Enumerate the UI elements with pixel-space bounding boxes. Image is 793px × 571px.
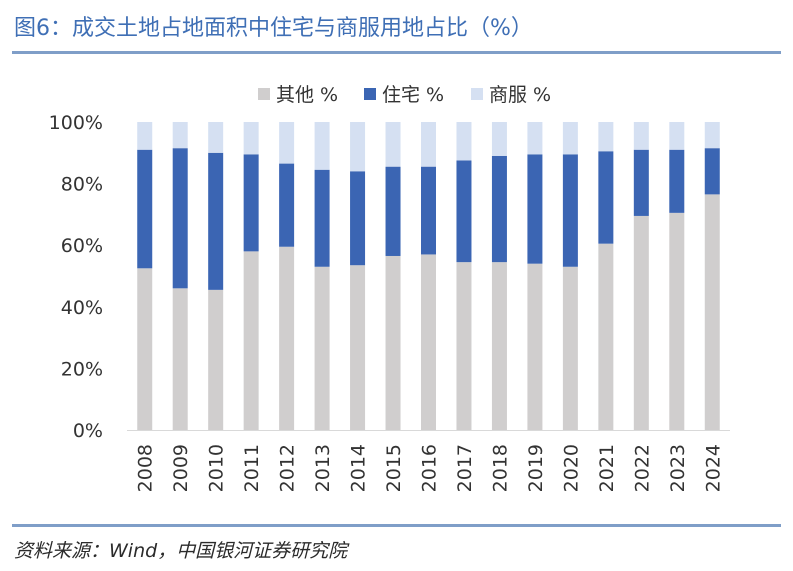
legend-label: 商服 % <box>489 84 551 106</box>
bar-segment-commercial <box>243 122 259 155</box>
y-tick-label: 20% <box>61 358 103 380</box>
x-axis: 2008 2009 2010 2011 2012 2013 2014 2015 2016 2017… <box>127 430 730 492</box>
x-tick-label: 2023 <box>667 444 689 492</box>
bar-segment-commercial <box>385 122 401 167</box>
legend-item: 其他 % <box>258 84 338 106</box>
legend: 其他 % 住宅 % 商服 % <box>258 84 551 106</box>
bar-segment-commercial <box>527 122 543 155</box>
bar-segment-residential <box>456 160 472 263</box>
y-tick-label: 0% <box>73 420 103 442</box>
bar-segment-commercial <box>633 122 649 150</box>
bar-segment-other <box>456 262 472 430</box>
bar-segment-commercial <box>172 122 188 149</box>
bar-segment-other <box>172 288 188 430</box>
bar-segment-residential <box>208 152 224 290</box>
bar-segment-commercial <box>350 122 366 172</box>
legend-swatch <box>258 88 270 100</box>
bar-segment-other <box>385 255 401 430</box>
legend-label: 其他 % <box>276 84 338 106</box>
legend-item: 住宅 % <box>364 84 444 106</box>
bar-segment-commercial <box>279 122 295 164</box>
bar-segment-other <box>598 243 614 430</box>
bar-segment-residential <box>598 151 614 244</box>
bar-segment-other <box>704 194 720 430</box>
y-tick-label: 100% <box>49 112 103 134</box>
x-tick-label: 2016 <box>419 444 441 492</box>
x-tick-label: 2015 <box>383 444 405 492</box>
bar-segment-residential <box>669 149 685 213</box>
x-tick-label: 2018 <box>489 444 511 492</box>
bar-segment-residential <box>421 166 436 255</box>
bar-segment-other <box>314 266 330 430</box>
bar-segment-other <box>527 263 543 430</box>
x-tick-label: 2009 <box>170 444 192 492</box>
y-axis: 0% 20% 40% 60% 80% 100% <box>49 112 103 442</box>
x-tick-label: 2008 <box>135 444 157 492</box>
x-tick-label: 2020 <box>560 444 582 492</box>
x-tick-label: 2024 <box>702 444 724 492</box>
bar-segment-residential <box>704 148 720 195</box>
bar-segment-commercial <box>208 122 224 153</box>
x-tick-label: 2011 <box>241 444 263 492</box>
legend-swatch <box>364 88 376 100</box>
bottom-divider <box>12 524 781 527</box>
x-tick-label: 2019 <box>525 444 547 492</box>
bar-segment-residential <box>314 169 330 267</box>
bar-segment-residential <box>385 166 401 256</box>
bar-segment-other <box>562 266 578 430</box>
bar-segment-other <box>137 268 153 430</box>
x-tick-label: 2010 <box>206 444 228 492</box>
bar-segment-other <box>243 251 259 430</box>
y-tick-label: 40% <box>61 297 103 319</box>
bar-segment-commercial <box>491 122 507 156</box>
x-tick-label: 2012 <box>277 444 299 492</box>
bar-segment-commercial <box>456 122 472 161</box>
bar-segment-commercial <box>562 122 578 155</box>
bar-segment-other <box>421 254 436 430</box>
x-tick-label: 2013 <box>312 444 334 492</box>
top-divider <box>12 51 781 54</box>
bar-segment-residential <box>137 149 153 269</box>
bar-segment-residential <box>243 154 259 252</box>
bar-segment-residential <box>350 171 366 266</box>
bar-segment-residential <box>279 163 295 247</box>
bar-segment-commercial <box>314 122 330 170</box>
bars <box>137 122 720 430</box>
x-tick-label: 2022 <box>631 444 653 492</box>
bar-segment-commercial <box>669 122 685 150</box>
bar-segment-other <box>208 289 224 430</box>
bar-segment-residential <box>491 155 507 263</box>
bar-segment-other <box>491 262 507 430</box>
x-tick-label: 2017 <box>454 444 476 492</box>
stacked-bar-chart: 其他 % 住宅 % 商服 % 0% 20% 40% 60% 80% 100% 2008 2009… <box>49 84 730 492</box>
bar-segment-residential <box>562 154 578 267</box>
bar-segment-other <box>350 265 366 430</box>
x-tick-label: 2014 <box>348 444 370 492</box>
bar-segment-other <box>669 212 685 430</box>
bar-segment-other <box>633 215 649 430</box>
legend-swatch <box>471 88 483 100</box>
bar-segment-residential <box>633 149 649 216</box>
x-tick-label: 2021 <box>596 444 618 492</box>
legend-item: 商服 % <box>471 84 551 106</box>
bar-segment-commercial <box>137 122 153 150</box>
y-tick-label: 60% <box>61 235 103 257</box>
chart-title: 图6：成交土地占地面积中住宅与商服用地占比（%） <box>14 16 533 41</box>
bar-segment-residential <box>172 148 188 289</box>
bar-segment-residential <box>527 154 543 264</box>
source-note: 资料来源：Wind，中国银河证券研究院 <box>14 540 348 562</box>
bar-segment-commercial <box>598 122 614 152</box>
bar-segment-commercial <box>704 122 720 149</box>
bar-segment-other <box>279 246 295 430</box>
legend-label: 住宅 % <box>382 84 444 106</box>
bar-segment-commercial <box>421 122 436 167</box>
y-tick-label: 80% <box>61 174 103 196</box>
